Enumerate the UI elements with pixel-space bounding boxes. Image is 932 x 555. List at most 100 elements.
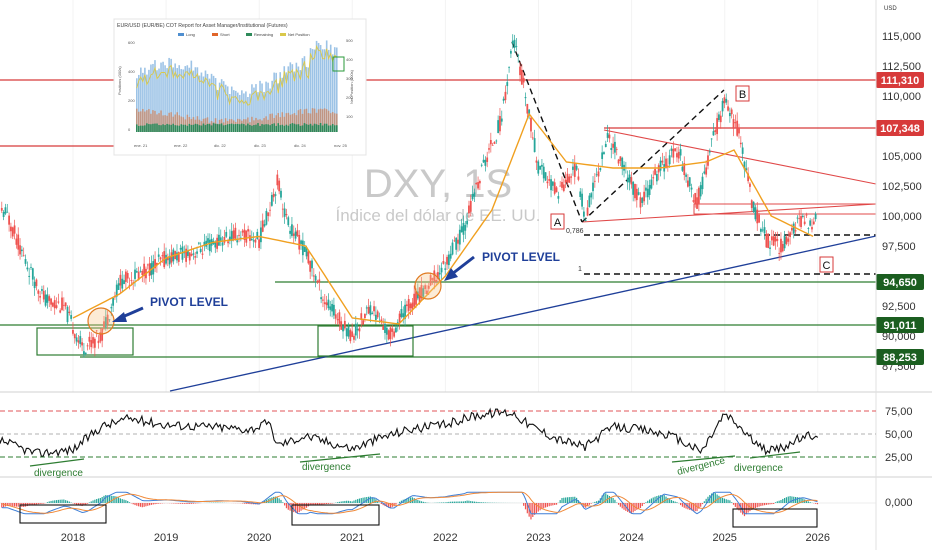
candle-body [271, 195, 273, 206]
candle-body [10, 227, 12, 232]
macd-bar [682, 503, 683, 507]
macd-bar [50, 501, 51, 503]
inset-remaining-bar [168, 125, 170, 132]
candle-body [525, 97, 527, 98]
candle-body [216, 238, 218, 249]
macd-bar [481, 502, 482, 503]
inset-remaining-bar [138, 126, 140, 132]
inset-remaining-bar [193, 125, 195, 132]
inset-remaining-bar [285, 125, 287, 132]
macd-bar [735, 503, 736, 507]
inset-remaining-bar [215, 124, 217, 132]
macd-bar [456, 502, 457, 503]
macd-bar [757, 503, 758, 507]
inset-remaining-bar [304, 123, 306, 132]
index-watermark: Índice del dólar de EE. UU. [335, 206, 540, 225]
inset-remaining-bar [298, 124, 300, 132]
inset-remaining-bar [336, 125, 338, 132]
candle-body [413, 294, 415, 307]
candle-body [88, 337, 90, 342]
candle-body [740, 143, 742, 144]
inset-remaining-bar [243, 124, 245, 132]
candle-body [158, 254, 160, 256]
price-axis: USD 115,000112,500110,000107,500105,0001… [876, 0, 932, 392]
candle-body [612, 144, 614, 148]
candle-body [311, 261, 313, 269]
candle-body [70, 315, 72, 319]
macd-bar [357, 499, 358, 503]
candle-body [275, 194, 277, 195]
candle-body [322, 300, 324, 301]
candle-body [470, 201, 472, 212]
candle-body [335, 314, 337, 318]
macd-bar [175, 503, 176, 504]
candle-body [23, 255, 25, 256]
rsi-tick: 75,00 [885, 406, 913, 418]
candle-body [607, 133, 609, 138]
divergence-label-1: divergence [34, 468, 83, 479]
candle-body [583, 212, 585, 217]
candle-body [656, 174, 658, 181]
candle-body [563, 184, 565, 190]
macd-bar [620, 503, 621, 507]
inset-remaining-bar [150, 124, 152, 132]
inset-remaining-bar [279, 125, 281, 132]
macd-bar [476, 502, 477, 503]
candle-body [678, 152, 680, 159]
inset-remaining-bar [245, 125, 247, 132]
inset-remaining-bar [324, 124, 326, 132]
candle-body [554, 182, 556, 193]
candle-body [463, 223, 465, 235]
inset-remaining-bar [189, 124, 191, 132]
candle-body [738, 128, 740, 134]
macd-bar [766, 503, 767, 505]
inset-remaining-bar [318, 125, 320, 132]
macd-bar [485, 502, 486, 503]
inset-x-tick: ene. 21 [134, 143, 148, 148]
candle-body [209, 240, 211, 251]
inset-remaining-bar [237, 124, 239, 132]
macd-bar [636, 503, 637, 510]
macd-bar [56, 500, 57, 503]
macd-bar [324, 503, 325, 504]
inset-remaining-bar [330, 125, 332, 132]
macd-bar [286, 503, 287, 508]
candle-body [773, 236, 775, 245]
candle-body [537, 162, 539, 174]
macd-bar [87, 503, 88, 504]
macd-bar [645, 502, 646, 503]
candle-body [236, 240, 238, 242]
macd-bar [817, 503, 818, 504]
candle-body [353, 336, 355, 340]
macd-bar [395, 503, 396, 505]
year-tick-2025: 2025 [712, 532, 736, 544]
macd-bar [479, 502, 480, 503]
inset-x-tick: dic. 24 [294, 143, 307, 148]
macd-bar [142, 503, 143, 507]
macd-bar [14, 503, 15, 507]
candle-body [713, 131, 715, 135]
pivot-circle-1 [88, 308, 114, 334]
macd-bar [616, 502, 617, 503]
macd-bar [525, 503, 526, 509]
candle-body [337, 319, 339, 320]
candle-body [795, 230, 797, 231]
candle-body [565, 180, 567, 183]
macd-bar [784, 498, 785, 503]
candle-body [495, 141, 497, 142]
candle-body [769, 247, 771, 248]
macd-bar [618, 503, 619, 505]
macd-bar [477, 502, 478, 503]
candle-body [609, 135, 611, 139]
candle-body [526, 104, 528, 114]
candle-body [813, 221, 815, 224]
wave-label-c: C [823, 260, 831, 272]
macd-bar [273, 497, 274, 503]
candle-body [83, 351, 85, 354]
price-tag-91: 91,011 [876, 317, 924, 333]
candle-body [78, 340, 80, 342]
macd-bar [459, 501, 460, 503]
macd-bar [293, 503, 294, 512]
candle-body [725, 99, 727, 103]
